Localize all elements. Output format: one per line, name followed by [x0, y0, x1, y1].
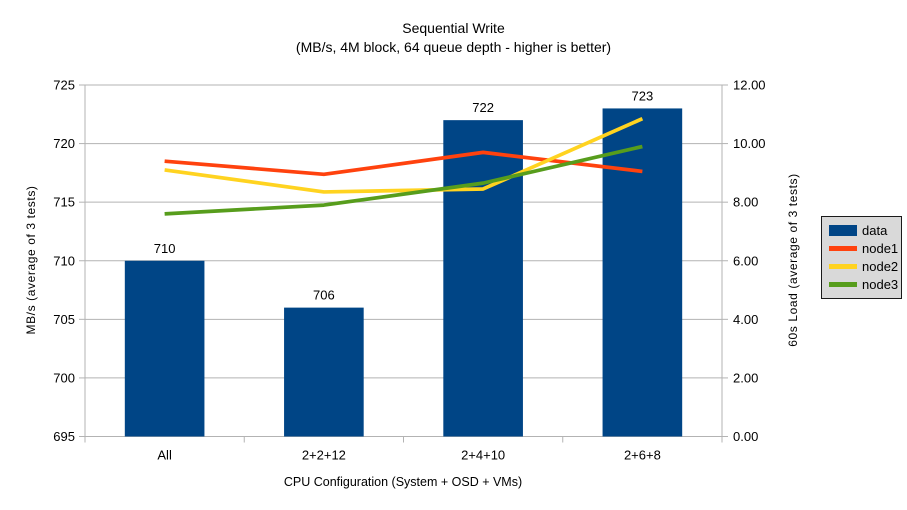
legend-item-node1: node1 — [829, 239, 899, 257]
chart-subtitle: (MB/s, 4M block, 64 queue depth - higher… — [295, 39, 612, 55]
legend-label-node1: node1 — [862, 240, 899, 256]
left-axis-tick-label: 695 — [53, 429, 75, 444]
x-category-label: 2+6+8 — [624, 448, 661, 463]
left-axis-tick-label: 700 — [53, 370, 75, 385]
bar-value-label: 710 — [154, 241, 176, 256]
bar-2+2+12 — [284, 307, 364, 437]
bar-All — [124, 260, 205, 437]
left-axis-tick-label: 725 — [53, 78, 75, 93]
right-axis-tick-label: 2.00 — [733, 370, 758, 385]
legend-swatch-data — [829, 224, 857, 236]
left-axis-tick-label: 715 — [53, 195, 75, 210]
bar-value-label: 722 — [472, 100, 494, 115]
legend-item-node3: node3 — [829, 276, 899, 294]
right-axis-tick-label: 6.00 — [733, 253, 758, 268]
bar-2+4+10 — [443, 120, 523, 437]
legend-swatch-node3 — [829, 282, 857, 287]
bar-2+6+8 — [602, 108, 683, 437]
left-axis-tick-label: 705 — [53, 312, 75, 327]
right-axis-tick-label: 8.00 — [733, 195, 758, 210]
legend-item-data: data — [829, 221, 897, 239]
right-axis-tick-label: 4.00 — [733, 312, 758, 327]
x-axis-title: CPU Configuration (System + OSD + VMs) — [283, 475, 523, 489]
legend-swatch-node2 — [829, 264, 857, 269]
line-series-node2 — [164, 116, 644, 194]
line-series-node1 — [164, 150, 643, 177]
legend: data node1 node2 node3 — [821, 216, 902, 299]
line-series-node3 — [164, 144, 643, 216]
right-axis-tick-label: 0.00 — [733, 429, 758, 444]
bar-value-label: 706 — [313, 288, 335, 303]
left-axis-title: MB/s (average of 3 tests) — [24, 185, 38, 335]
x-category-label: 2+4+10 — [461, 448, 505, 463]
bar-value-label: 723 — [632, 88, 654, 103]
legend-label-data: data — [862, 222, 888, 238]
chart-title: Sequential Write — [402, 20, 505, 36]
legend-label-node2: node2 — [862, 258, 899, 274]
right-axis-tick-label: 10.00 — [733, 136, 766, 151]
legend-item-node2: node2 — [829, 257, 899, 275]
x-category-label: 2+2+12 — [302, 448, 346, 463]
right-axis-title: 60s Load (average of 3 tests) — [786, 173, 800, 347]
right-axis-tick-label: 12.00 — [733, 78, 766, 93]
legend-label-node3: node3 — [862, 277, 899, 293]
left-axis-tick-label: 720 — [53, 136, 75, 151]
x-category-label: All — [157, 448, 172, 463]
legend-swatch-node1 — [829, 246, 857, 251]
left-axis-tick-label: 710 — [53, 253, 75, 268]
